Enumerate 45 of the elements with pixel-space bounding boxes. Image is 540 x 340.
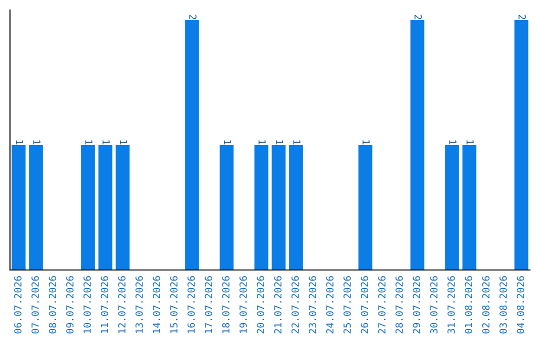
x-tick-label: 11.07.2026 <box>100 276 108 333</box>
x-tick-label: 07.07.2026 <box>31 276 39 334</box>
data-label: 2 <box>414 14 422 20</box>
x-tick-label: 25.07.2026 <box>343 276 351 334</box>
x-tick-label: 19.07.2026 <box>239 276 247 333</box>
data-label: 1 <box>85 140 92 144</box>
data-label: 1 <box>224 140 232 144</box>
x-tick-label: 18.07.2026 <box>222 276 230 333</box>
x-tick-label: 27.07.2026 <box>378 276 386 334</box>
x-tick-label: 30.07.2026 <box>430 276 438 334</box>
x-tick-label: 06.07.2026 <box>14 276 22 334</box>
x-tick-label: 02.08.2026 <box>482 276 490 334</box>
data-label: 1 <box>33 140 40 144</box>
x-tick-label: 23.07.2026 <box>308 276 316 334</box>
x-tick-label: 20.07.2026 <box>256 276 264 334</box>
x-tick-label: 22.07.2026 <box>291 276 299 334</box>
x-tick-label: 29.07.2026 <box>412 276 420 334</box>
x-tick-label: 04.08.2026 <box>516 276 524 334</box>
x-tick-label: 12.07.2026 <box>118 276 126 333</box>
x-tick-label: 10.07.2026 <box>83 276 91 333</box>
x-tick-label: 26.07.2026 <box>360 276 368 334</box>
data-label: 1 <box>362 140 370 144</box>
x-tick-label: 16.07.2026 <box>187 276 195 333</box>
data-label: 1 <box>293 140 300 144</box>
data-label: 1 <box>120 140 128 144</box>
data-label: 2 <box>518 14 526 20</box>
data-label: 1 <box>449 140 456 144</box>
data-label: 1 <box>466 140 474 144</box>
data-label: 1 <box>16 140 24 144</box>
data-label: 2 <box>189 14 197 20</box>
x-tick-label: 21.07.2026 <box>274 276 282 334</box>
x-tick-label: 17.07.2026 <box>204 276 212 333</box>
x-tick-label: 14.07.2026 <box>152 276 160 333</box>
x-tick-label: 01.08.2026 <box>464 276 472 334</box>
x-tick-label: 24.07.2026 <box>326 276 334 334</box>
x-tick-label: 13.07.2026 <box>135 276 143 333</box>
x-tick-label: 28.07.2026 <box>395 276 403 334</box>
data-label: 1 <box>102 140 110 144</box>
x-tick-label: 15.07.2026 <box>170 276 178 333</box>
x-tick-label: 31.07.2026 <box>447 276 455 334</box>
data-label: 1 <box>258 140 266 144</box>
x-tick-label: 09.07.2026 <box>66 276 74 334</box>
x-tick-label: 08.07.2026 <box>48 276 56 334</box>
x-tick-label: 03.08.2026 <box>499 276 507 334</box>
data-label: 1 <box>276 140 284 144</box>
